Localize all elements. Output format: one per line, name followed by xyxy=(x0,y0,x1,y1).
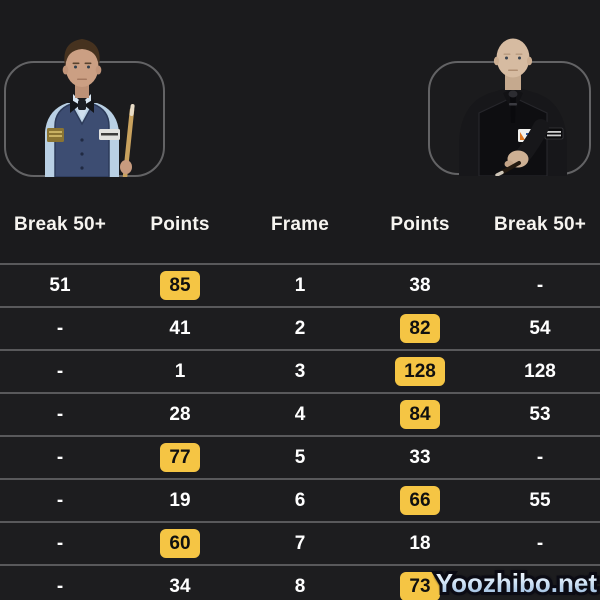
frame-number-cell: 6 xyxy=(240,480,360,521)
points-right-cell: 128 xyxy=(360,351,480,392)
points-right-value: 33 xyxy=(409,447,431,468)
break-left-value: - xyxy=(56,490,64,511)
frame-number-value: 5 xyxy=(294,447,306,468)
frame-number-value: 8 xyxy=(294,576,306,597)
points-left-cell: 28 xyxy=(120,394,240,435)
break-right-cell: 53 xyxy=(480,394,600,435)
frame-number-value: 6 xyxy=(294,490,306,511)
watermark: Yoozhibo.net Yoozhibo.net xyxy=(433,565,600,600)
break-right-cell: 54 xyxy=(480,308,600,349)
header-frame: Frame xyxy=(270,214,330,235)
points-left-cell: 1 xyxy=(120,351,240,392)
break-right-value: - xyxy=(536,275,544,296)
frame-row: - 28 4 84 53 xyxy=(0,392,600,435)
points-left-value: 85 xyxy=(160,271,200,300)
points-right-cell: 18 xyxy=(360,523,480,564)
left-player-photo-icon xyxy=(45,39,135,177)
points-right-cell: 38 xyxy=(360,265,480,306)
break-right-cell: 128 xyxy=(480,351,600,392)
frame-row: - 77 5 33 - xyxy=(0,435,600,478)
points-left-value: 19 xyxy=(169,490,191,511)
break-left-cell: - xyxy=(0,394,120,435)
break-left-value: 51 xyxy=(49,275,71,296)
points-left-cell: 34 xyxy=(120,566,240,600)
break-left-cell: - xyxy=(0,308,120,349)
points-right-value: 82 xyxy=(400,314,440,343)
break-right-cell: - xyxy=(480,265,600,306)
frame-number-cell: 5 xyxy=(240,437,360,478)
frame-number-value: 4 xyxy=(294,404,306,425)
break-left-cell: - xyxy=(0,566,120,600)
watermark-text: Yoozhibo.net xyxy=(435,568,597,598)
points-left-cell: 60 xyxy=(120,523,240,564)
break-right-value: 128 xyxy=(524,361,556,382)
break-right-value: 55 xyxy=(529,490,551,511)
frame-row: - 34 8 73 xyxy=(0,564,600,600)
frame-number-cell: 8 xyxy=(240,566,360,600)
points-left-value: 60 xyxy=(160,529,200,558)
break-left-value: - xyxy=(56,318,64,339)
points-left-cell: 19 xyxy=(120,480,240,521)
frame-number-value: 2 xyxy=(294,318,306,339)
break-right-cell: 55 xyxy=(480,480,600,521)
points-right-value: 66 xyxy=(400,486,440,515)
frame-row: 51 85 1 38 - xyxy=(0,263,600,306)
points-right-value: 38 xyxy=(409,275,431,296)
points-left-value: 34 xyxy=(169,576,191,597)
points-right-cell: 73 xyxy=(360,566,480,600)
break-right-cell: - xyxy=(480,437,600,478)
frame-number-value: 1 xyxy=(294,275,306,296)
break-right-value: - xyxy=(536,533,544,554)
break-left-value: - xyxy=(56,404,64,425)
break-right-value: 53 xyxy=(529,404,551,425)
points-left-value: 1 xyxy=(174,361,186,382)
points-right-value: 128 xyxy=(395,357,445,386)
frame-rows: 51 85 1 38 - - 41 2 82 54 - 1 3 128 128 … xyxy=(0,263,600,600)
points-left-cell: 85 xyxy=(120,265,240,306)
frame-number-cell: 3 xyxy=(240,351,360,392)
right-player-photo-icon xyxy=(459,38,567,176)
points-right-value: 18 xyxy=(409,533,431,554)
break-left-value: - xyxy=(56,576,64,597)
break-left-cell: - xyxy=(0,480,120,521)
break-right-value: - xyxy=(536,447,544,468)
points-left-value: 77 xyxy=(160,443,200,472)
frame-number-cell: 4 xyxy=(240,394,360,435)
frame-number-cell: 7 xyxy=(240,523,360,564)
break-right-value: 54 xyxy=(529,318,551,339)
points-right-cell: 82 xyxy=(360,308,480,349)
frame-row: - 60 7 18 - xyxy=(0,521,600,564)
frame-number-value: 7 xyxy=(294,533,306,554)
points-left-cell: 77 xyxy=(120,437,240,478)
break-left-value: - xyxy=(56,361,64,382)
points-right-cell: 84 xyxy=(360,394,480,435)
points-right-value: 84 xyxy=(400,400,440,429)
points-left-value: 28 xyxy=(169,404,191,425)
frame-row: - 19 6 66 55 xyxy=(0,478,600,521)
header-points-left: Points xyxy=(150,214,210,235)
break-left-cell: 51 xyxy=(0,265,120,306)
points-left-cell: 41 xyxy=(120,308,240,349)
break-left-cell: - xyxy=(0,437,120,478)
watermark-outline: Yoozhibo.net xyxy=(433,565,600,600)
points-left-value: 41 xyxy=(169,318,191,339)
frame-number-cell: 2 xyxy=(240,308,360,349)
points-right-cell: 66 xyxy=(360,480,480,521)
header-break-left: Break 50+ xyxy=(13,214,107,235)
header-points-right: Points xyxy=(390,214,450,235)
break-left-cell: - xyxy=(0,351,120,392)
table-header: Break 50+ Points Frame Points Break 50+ xyxy=(0,204,600,246)
frame-row: - 41 2 82 54 xyxy=(0,306,600,349)
frame-number-value: 3 xyxy=(294,361,306,382)
points-right-cell: 33 xyxy=(360,437,480,478)
break-right-cell: - xyxy=(480,523,600,564)
break-left-cell: - xyxy=(0,523,120,564)
break-left-value: - xyxy=(56,447,64,468)
frame-row: - 1 3 128 128 xyxy=(0,349,600,392)
points-right-value: 73 xyxy=(400,572,440,600)
frame-number-cell: 1 xyxy=(240,265,360,306)
header-break-right: Break 50+ xyxy=(493,214,587,235)
break-left-value: - xyxy=(56,533,64,554)
